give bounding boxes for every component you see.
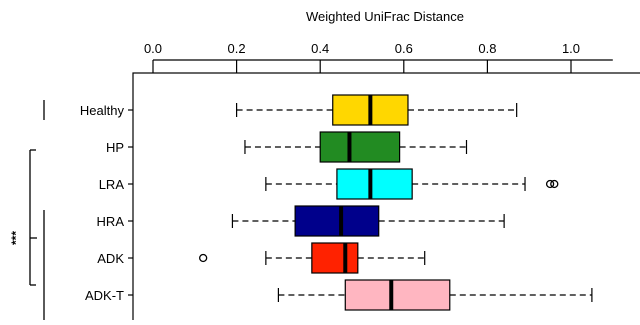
iqr-box bbox=[336, 168, 413, 200]
boxes bbox=[199, 94, 593, 311]
box-lra bbox=[265, 168, 559, 200]
iqr-box bbox=[344, 279, 451, 311]
category-label: ADK bbox=[97, 251, 124, 266]
x-tick-label: 0.0 bbox=[144, 41, 162, 56]
box-adk-t bbox=[277, 279, 593, 311]
category-labels: Healthy HP LRA HRA ADK ADK-T bbox=[80, 103, 133, 303]
category-label: HP bbox=[106, 140, 124, 155]
box-hra bbox=[231, 205, 505, 237]
x-tick-label: 0.6 bbox=[395, 41, 413, 56]
category-label: LRA bbox=[99, 177, 125, 192]
significance-label: *** bbox=[9, 231, 23, 245]
x-tick-label: 0.4 bbox=[311, 41, 329, 56]
category-label: Healthy bbox=[80, 103, 125, 118]
significance-bracket: *** bbox=[9, 100, 45, 320]
box-adk bbox=[199, 242, 426, 274]
iqr-box bbox=[319, 131, 401, 163]
box-healthy bbox=[236, 94, 518, 126]
iqr-box bbox=[294, 205, 380, 237]
outlier-point bbox=[550, 179, 559, 189]
box-hp bbox=[244, 131, 468, 163]
x-tick-label: 1.0 bbox=[562, 41, 580, 56]
x-axis-ticks: 0.0 0.2 0.4 0.6 0.8 1.0 bbox=[144, 41, 613, 73]
outlier-point bbox=[199, 253, 208, 263]
outlier-point bbox=[545, 179, 555, 189]
category-label: ADK-T bbox=[85, 288, 124, 303]
x-axis-title: Weighted UniFrac Distance bbox=[306, 9, 464, 24]
x-tick-label: 0.2 bbox=[228, 41, 246, 56]
iqr-box bbox=[311, 242, 359, 274]
category-label: HRA bbox=[97, 214, 125, 229]
x-tick-label: 0.8 bbox=[478, 41, 496, 56]
plot-frame bbox=[132, 72, 640, 325]
